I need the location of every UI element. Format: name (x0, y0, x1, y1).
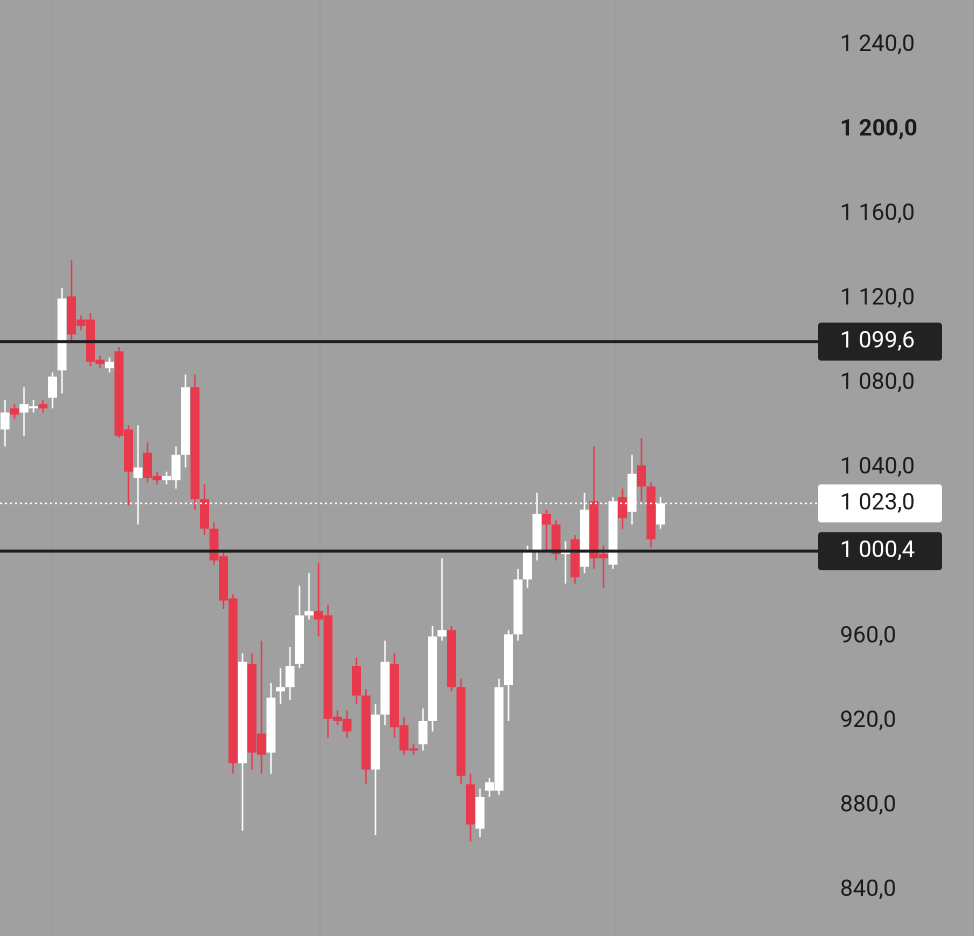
candle-body (67, 296, 76, 335)
candle-body (190, 387, 200, 500)
candle-body (314, 611, 323, 620)
candle-body (504, 634, 513, 686)
candle-body (29, 406, 38, 409)
last-price-label: 1 023,0 (840, 488, 915, 515)
candle-body (181, 387, 190, 455)
candle-body (162, 475, 171, 481)
candle-body (133, 467, 143, 479)
candle-body (247, 663, 257, 753)
candle-body (266, 697, 276, 753)
candle-body (200, 499, 209, 529)
candle-body (76, 319, 86, 326)
level-label: 1 099,6 (840, 327, 915, 354)
candle-body (0, 412, 10, 430)
candle-body (646, 486, 656, 540)
level-box (818, 322, 942, 361)
candle-body (371, 714, 380, 770)
candle-body (437, 630, 447, 637)
candle-body (589, 501, 599, 559)
candle-body (257, 733, 266, 755)
y-tick-label: 1 200,0 (840, 115, 917, 142)
candle-body (447, 630, 456, 688)
y-tick-label: 1 080,0 (840, 368, 915, 395)
candle-body (295, 615, 304, 664)
candle-body (494, 687, 504, 791)
candle-body (105, 361, 114, 369)
candle-body (399, 725, 409, 751)
candle-body (618, 497, 627, 519)
candle-body (95, 359, 105, 364)
candle-body (523, 549, 532, 580)
candle-body (580, 509, 589, 567)
candle-body (456, 687, 466, 776)
level-box (818, 532, 942, 571)
y-tick-label: 920,0 (840, 706, 896, 733)
candle-body (428, 636, 437, 721)
candle-body (285, 666, 295, 688)
y-tick-label: 1 160,0 (840, 199, 915, 226)
y-tick-label: 1 120,0 (840, 284, 915, 311)
candle-body (114, 351, 124, 436)
candle-body (551, 524, 561, 555)
candle-body (276, 687, 285, 692)
candle-body (124, 429, 133, 472)
candle-body (637, 465, 646, 487)
candle-body (656, 503, 665, 525)
candle-body (485, 782, 494, 791)
candle-body (171, 454, 181, 481)
last-price-box (818, 484, 942, 523)
candle-body (466, 784, 475, 825)
candle-body (352, 666, 361, 696)
candle-body (228, 598, 238, 764)
candle-body (475, 797, 485, 829)
y-tick-label: 840,0 (840, 875, 896, 902)
candle-body (38, 404, 48, 409)
candle-body (238, 661, 247, 764)
candle-body (57, 298, 67, 371)
candle-body (532, 513, 542, 552)
candle-body (380, 661, 390, 715)
candle-body (10, 408, 19, 415)
candle-body (418, 720, 428, 745)
candle-body (599, 554, 608, 559)
candle-body (513, 579, 523, 635)
candle-body (390, 663, 399, 728)
candle-body (409, 748, 418, 751)
candle-body (608, 501, 618, 565)
candle-body (209, 528, 219, 561)
y-tick-label: 1 240,0 (840, 30, 915, 57)
y-tick-label: 880,0 (840, 791, 896, 818)
candle-body (570, 539, 580, 578)
level-label: 1 000,4 (840, 536, 915, 563)
candle-body (143, 452, 152, 479)
candle-body (152, 475, 162, 481)
candle-body (19, 404, 29, 413)
y-tick-label: 960,0 (840, 622, 896, 649)
candle-body (323, 615, 333, 719)
candle-body (361, 695, 371, 770)
candle-body (333, 716, 342, 721)
candle-body (342, 718, 352, 732)
candle-body (48, 376, 57, 398)
candle-body (627, 473, 637, 512)
candle-body (304, 611, 314, 616)
candle-body (542, 513, 551, 525)
y-tick-label: 1 040,0 (840, 453, 915, 480)
candle-body (219, 556, 228, 601)
